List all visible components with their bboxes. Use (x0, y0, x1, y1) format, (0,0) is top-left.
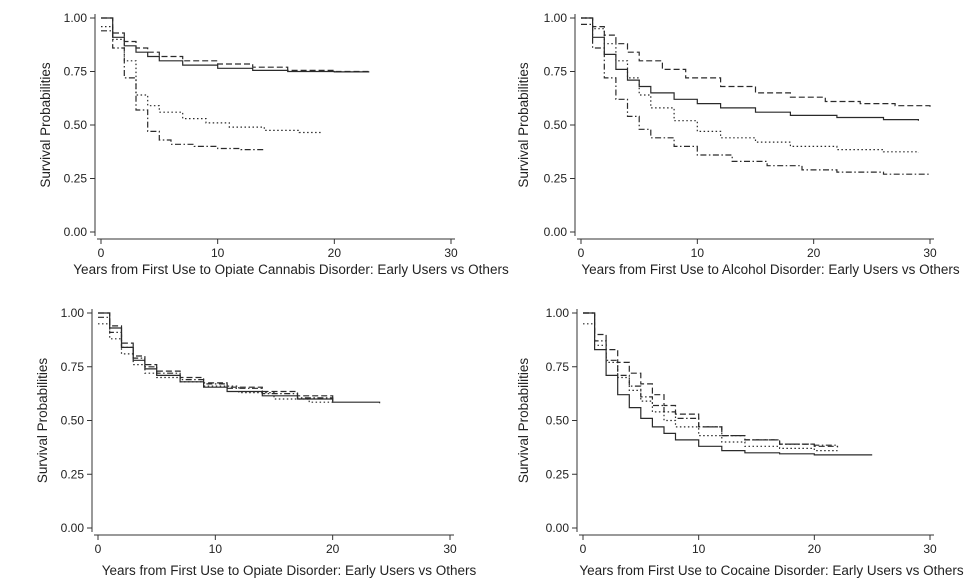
x-tick-label: 0 (98, 246, 105, 260)
y-tick-label: 0.00 (546, 521, 570, 535)
x-tick-label: 30 (923, 542, 937, 556)
y-tick-label: 0.75 (61, 360, 85, 374)
survival-curve-dashed (581, 17, 931, 107)
y-tick-label: 0.25 (64, 172, 88, 186)
x-axis-title: Years from First Use to Opiate Disorder:… (102, 563, 477, 578)
survival-curve-dotted (101, 26, 323, 134)
y-axis-title: Survival Probabilities (516, 358, 531, 484)
survival-curve-solid (583, 312, 873, 456)
x-tick-label: 0 (578, 246, 585, 260)
survival-curve-dashed (583, 312, 839, 448)
y-tick-label: 0.50 (61, 414, 85, 428)
x-tick-label: 20 (808, 542, 822, 556)
y-tick-label: 0.75 (544, 65, 568, 79)
y-tick-label: 0.00 (61, 521, 85, 535)
x-axis-title: Years from First Use to Cocaine Disorder… (579, 563, 964, 578)
x-axis-title: Years from First Use to Opiate Cannabis … (73, 262, 509, 277)
survival-curve-dotted (98, 323, 334, 404)
survival-curve-dash-dot (581, 23, 931, 176)
x-tick-label: 0 (95, 542, 102, 556)
x-tick-label: 20 (326, 542, 340, 556)
survival-curve-dotted (583, 323, 838, 452)
survival-panel-4: 0.00 0.25 0.50 0.75 1.00 0 10 20 30 Years from Fi… (516, 306, 964, 578)
y-tick-label: 0.25 (61, 467, 85, 481)
x-tick-label: 10 (211, 246, 225, 260)
y-tick-label: 1.00 (64, 11, 88, 25)
survival-panel-2: 0.00 0.25 0.50 0.75 1.00 0 10 20 30 Years from Fi… (516, 11, 960, 277)
survival-curve-dash-dot (101, 30, 265, 151)
survival-panel-1: 0.00 0.25 0.50 0.75 1.00 0 10 20 30 Years from Fi… (38, 11, 509, 277)
y-tick-label: 0.25 (546, 467, 570, 481)
x-tick-label: 30 (923, 246, 937, 260)
y-tick-label: 0.50 (64, 118, 88, 132)
survival-curve-dotted (581, 17, 919, 153)
y-tick-label: 0.25 (544, 172, 568, 186)
x-tick-label: 30 (443, 542, 457, 556)
y-tick-label: 0.75 (64, 65, 88, 79)
survival-curve-dashed (98, 312, 334, 401)
x-axis-title: Years from First Use to Alcohol Disorder… (581, 262, 960, 277)
x-tick-label: 20 (328, 246, 342, 260)
y-axis-title: Survival Probabilities (38, 62, 53, 188)
x-tick-label: 10 (209, 542, 223, 556)
y-tick-label: 0.00 (544, 225, 568, 239)
survival-curve-solid (98, 312, 381, 404)
survival-curve-dashed (101, 17, 370, 73)
survival-panel-3: 0.00 0.25 0.50 0.75 1.00 0 10 20 30 Years from Fi… (35, 306, 477, 578)
x-tick-label: 10 (691, 246, 705, 260)
y-axis-title: Survival Probabilities (516, 62, 531, 188)
x-tick-label: 0 (580, 542, 587, 556)
survival-curve-dash-dot (583, 312, 839, 447)
survival-curve-dash-dot (98, 316, 334, 402)
x-tick-label: 20 (807, 246, 821, 260)
y-tick-label: 1.00 (61, 306, 85, 320)
survival-curve-solid (581, 17, 919, 121)
y-tick-label: 0.50 (546, 414, 570, 428)
y-tick-label: 0.75 (546, 360, 570, 374)
x-tick-label: 30 (444, 246, 458, 260)
x-tick-label: 10 (692, 542, 706, 556)
y-tick-label: 0.00 (64, 225, 88, 239)
y-axis-title: Survival Probabilities (35, 358, 50, 484)
y-tick-label: 1.00 (544, 11, 568, 25)
y-tick-label: 1.00 (546, 306, 570, 320)
y-tick-label: 0.50 (544, 118, 568, 132)
